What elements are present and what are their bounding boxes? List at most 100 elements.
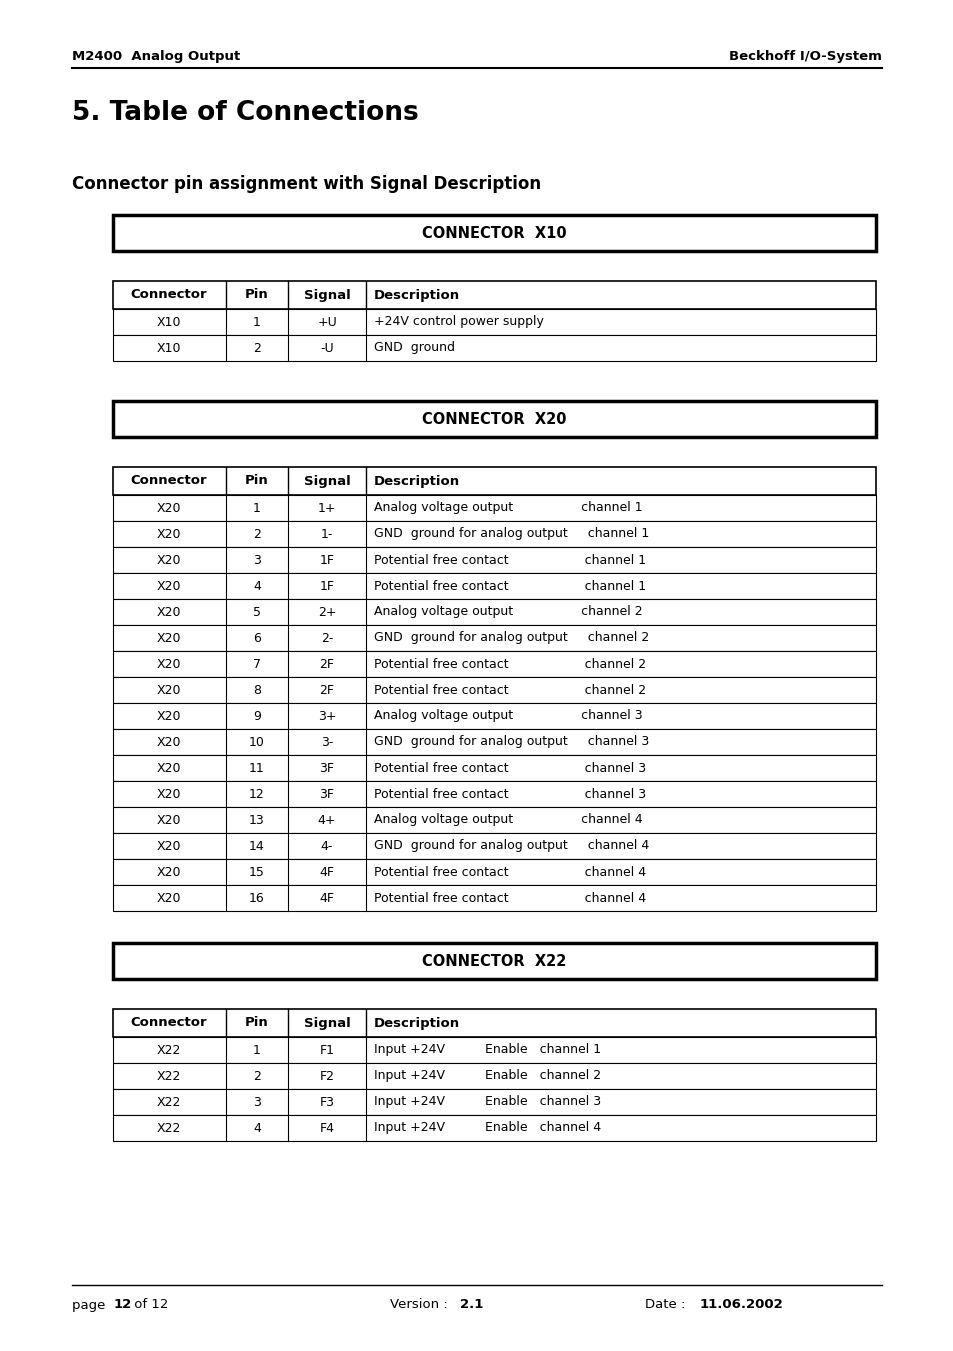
Bar — [112, 703, 875, 730]
Bar — [112, 755, 875, 781]
Text: CONNECTOR  X20: CONNECTOR X20 — [421, 412, 566, 427]
Text: Analog voltage output                 channel 4: Analog voltage output channel 4 — [374, 813, 642, 827]
Text: Input +24V          Enable   channel 4: Input +24V Enable channel 4 — [374, 1121, 600, 1135]
Text: Input +24V          Enable   channel 2: Input +24V Enable channel 2 — [374, 1070, 600, 1082]
Text: Signal: Signal — [303, 474, 350, 488]
Text: of 12: of 12 — [130, 1298, 168, 1312]
Text: 4-: 4- — [320, 839, 333, 852]
Text: Connector: Connector — [131, 474, 207, 488]
Bar — [112, 281, 875, 309]
Text: 3F: 3F — [319, 788, 335, 801]
Text: 5. Table of Connections: 5. Table of Connections — [71, 100, 418, 126]
Text: 1: 1 — [253, 1043, 260, 1056]
Text: Description: Description — [374, 474, 459, 488]
Text: 4F: 4F — [319, 892, 335, 905]
Bar — [112, 834, 875, 859]
Bar — [112, 859, 875, 885]
Text: GND  ground for analog output     channel 3: GND ground for analog output channel 3 — [374, 735, 649, 748]
Text: 12: 12 — [249, 788, 264, 801]
Text: 3: 3 — [253, 1096, 260, 1109]
Bar — [112, 573, 875, 598]
Text: Potential free contact                   channel 2: Potential free contact channel 2 — [374, 684, 645, 697]
Text: 11.06.2002: 11.06.2002 — [700, 1298, 783, 1312]
Bar — [112, 547, 875, 573]
Text: 16: 16 — [249, 892, 264, 905]
Text: X20: X20 — [156, 631, 181, 644]
Text: 11: 11 — [249, 762, 264, 774]
Text: 13: 13 — [249, 813, 264, 827]
Text: X20: X20 — [156, 684, 181, 697]
Bar — [112, 598, 875, 626]
Text: Connector pin assignment with Signal Description: Connector pin assignment with Signal Des… — [71, 176, 540, 193]
Text: Analog voltage output                 channel 3: Analog voltage output channel 3 — [374, 709, 642, 723]
Text: 15: 15 — [249, 866, 265, 878]
Text: 2+: 2+ — [317, 605, 335, 619]
Bar — [112, 730, 875, 755]
Bar — [112, 401, 875, 436]
Text: 1F: 1F — [319, 580, 335, 593]
Bar — [112, 467, 875, 494]
Text: X20: X20 — [156, 658, 181, 670]
Text: X20: X20 — [156, 839, 181, 852]
Text: X22: X22 — [156, 1121, 181, 1135]
Text: Connector: Connector — [131, 289, 207, 301]
Bar — [112, 521, 875, 547]
Bar — [112, 215, 875, 251]
Text: +U: +U — [316, 316, 336, 328]
Text: 3-: 3- — [320, 735, 333, 748]
Text: 7: 7 — [253, 658, 260, 670]
Text: Analog voltage output                 channel 2: Analog voltage output channel 2 — [374, 605, 642, 619]
Text: X20: X20 — [156, 554, 181, 566]
Text: Connector: Connector — [131, 1016, 207, 1029]
Text: GND  ground: GND ground — [374, 342, 455, 354]
Text: 8: 8 — [253, 684, 260, 697]
Text: F2: F2 — [319, 1070, 335, 1082]
Text: GND  ground for analog output     channel 1: GND ground for analog output channel 1 — [374, 527, 649, 540]
Bar — [112, 781, 875, 807]
Text: X20: X20 — [156, 892, 181, 905]
Text: Signal: Signal — [303, 1016, 350, 1029]
Text: Potential free contact                   channel 2: Potential free contact channel 2 — [374, 658, 645, 670]
Text: Beckhoff I/O-System: Beckhoff I/O-System — [728, 50, 882, 63]
Text: page: page — [71, 1298, 110, 1312]
Text: 2: 2 — [253, 342, 260, 354]
Text: 12: 12 — [113, 1298, 132, 1312]
Bar — [112, 677, 875, 703]
Bar — [112, 335, 875, 361]
Text: Potential free contact                   channel 1: Potential free contact channel 1 — [374, 554, 645, 566]
Bar — [112, 943, 875, 979]
Text: 4F: 4F — [319, 866, 335, 878]
Bar — [112, 885, 875, 911]
Text: 1: 1 — [253, 316, 260, 328]
Text: 2: 2 — [253, 1070, 260, 1082]
Text: 5: 5 — [253, 605, 260, 619]
Text: Pin: Pin — [245, 474, 269, 488]
Text: Signal: Signal — [303, 289, 350, 301]
Text: GND  ground for analog output     channel 4: GND ground for analog output channel 4 — [374, 839, 649, 852]
Text: X20: X20 — [156, 605, 181, 619]
Text: 4: 4 — [253, 1121, 260, 1135]
Text: X22: X22 — [156, 1070, 181, 1082]
Text: X20: X20 — [156, 580, 181, 593]
Text: X20: X20 — [156, 762, 181, 774]
Text: 1-: 1- — [320, 527, 333, 540]
Text: X22: X22 — [156, 1096, 181, 1109]
Bar — [112, 1115, 875, 1142]
Text: Potential free contact                   channel 4: Potential free contact channel 4 — [374, 892, 645, 905]
Text: X10: X10 — [156, 342, 181, 354]
Bar — [112, 1063, 875, 1089]
Text: X20: X20 — [156, 501, 181, 515]
Text: 6: 6 — [253, 631, 260, 644]
Text: X20: X20 — [156, 813, 181, 827]
Bar — [112, 1089, 875, 1115]
Bar — [112, 1038, 875, 1063]
Text: Pin: Pin — [245, 1016, 269, 1029]
Text: 4: 4 — [253, 580, 260, 593]
Text: 4+: 4+ — [317, 813, 335, 827]
Bar — [112, 626, 875, 651]
Text: Potential free contact                   channel 3: Potential free contact channel 3 — [374, 762, 645, 774]
Text: Input +24V          Enable   channel 1: Input +24V Enable channel 1 — [374, 1043, 600, 1056]
Text: F1: F1 — [319, 1043, 335, 1056]
Text: X20: X20 — [156, 709, 181, 723]
Text: Description: Description — [374, 1016, 459, 1029]
